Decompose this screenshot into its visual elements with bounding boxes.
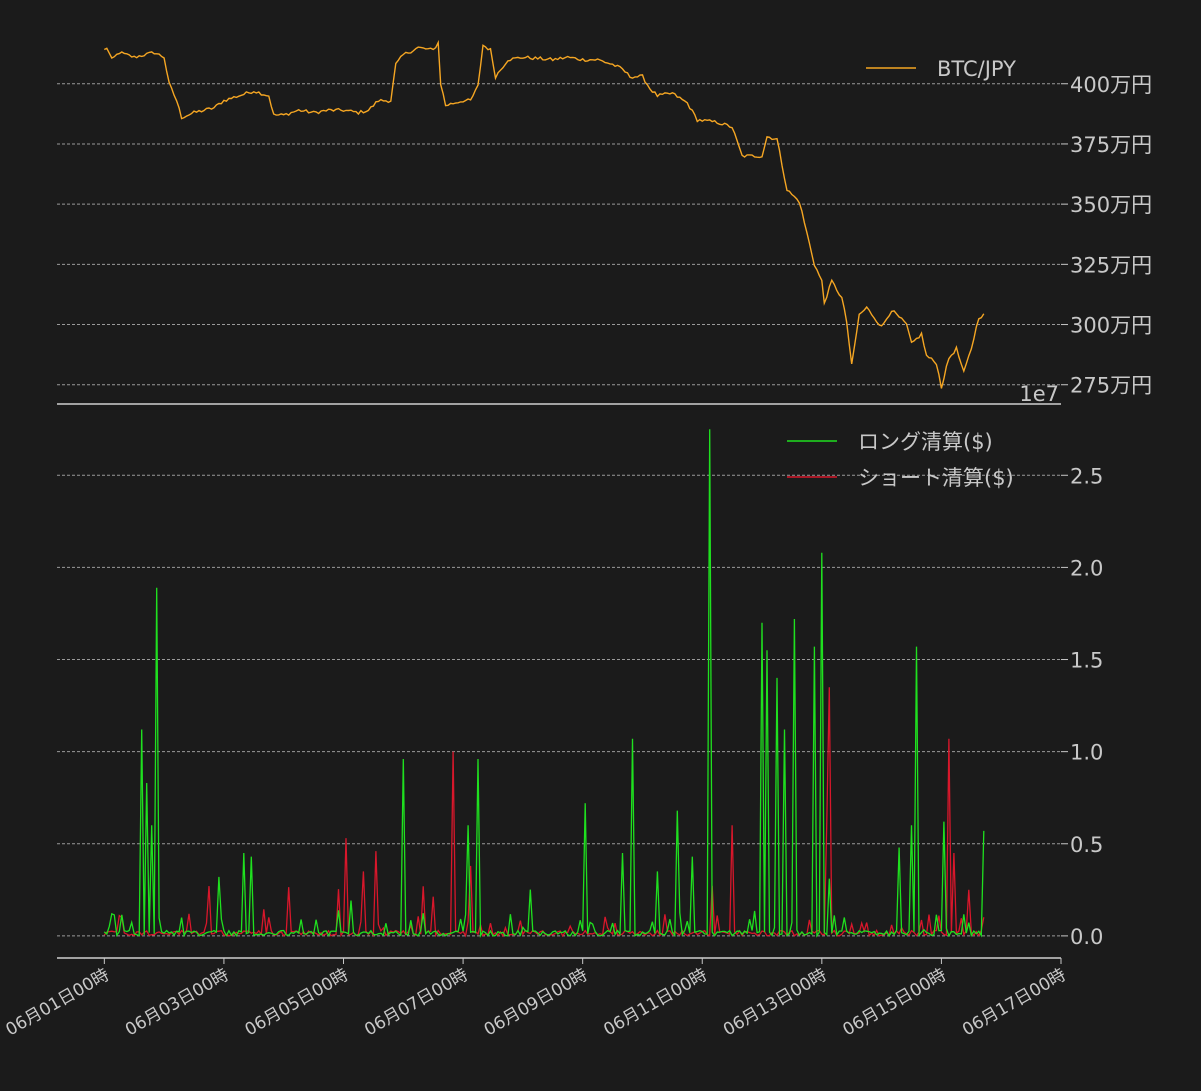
price-ytick-label: 275万円	[1070, 374, 1152, 398]
liq-ytick-label: 2.5	[1070, 464, 1103, 488]
liq-ytick-label: 1.5	[1070, 649, 1103, 673]
btc-jpy-legend-label: BTC/JPY	[937, 57, 1016, 81]
liq-ytick-label: 1.0	[1070, 741, 1103, 765]
liq-ytick-label: 0.5	[1070, 833, 1103, 857]
liq-ytick-label: 0.0	[1070, 925, 1103, 949]
price-ytick-label: 375万円	[1070, 133, 1152, 157]
price-ytick-label: 400万円	[1070, 73, 1152, 97]
liq-ytick-label: 2.0	[1070, 556, 1103, 580]
long-legend-label: ロング清算($)	[858, 430, 993, 454]
price-offset-text: 1e7	[1019, 382, 1059, 406]
price-ytick-label: 350万円	[1070, 193, 1152, 217]
long-liquidation-line	[103, 429, 985, 939]
price-ytick-label: 300万円	[1070, 314, 1152, 338]
price-ytick-label: 325万円	[1070, 253, 1152, 277]
price-panel: 275万円 300万円 325万円 350万円 375万円 400万円 1e7 BTC/JPY	[57, 39, 1152, 406]
btc-jpy-line	[103, 39, 985, 389]
short-legend-label: ショート清算($)	[858, 466, 1014, 490]
